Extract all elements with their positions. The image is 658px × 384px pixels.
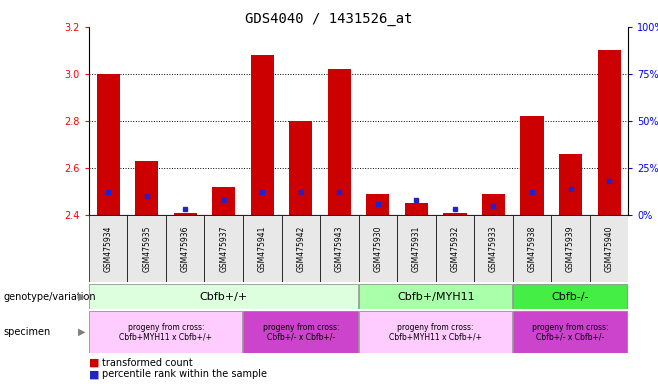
Bar — [520, 116, 544, 215]
Bar — [397, 215, 436, 282]
Text: GSM475933: GSM475933 — [489, 225, 498, 272]
Text: GSM475930: GSM475930 — [373, 225, 382, 272]
Bar — [97, 74, 120, 215]
Bar — [474, 215, 513, 282]
Bar — [443, 213, 467, 215]
Text: GSM475936: GSM475936 — [181, 225, 190, 272]
Text: Cbfb+/MYH11: Cbfb+/MYH11 — [397, 291, 474, 302]
Text: GSM475939: GSM475939 — [566, 225, 575, 272]
Text: ■: ■ — [89, 369, 99, 379]
Bar — [89, 311, 242, 353]
Text: Cbfb+/+: Cbfb+/+ — [199, 291, 248, 302]
Text: Cbfb-/-: Cbfb-/- — [552, 291, 590, 302]
Bar — [482, 194, 505, 215]
Text: GSM475940: GSM475940 — [605, 225, 614, 272]
Bar — [135, 161, 158, 215]
Text: specimen: specimen — [3, 327, 51, 337]
Bar — [205, 215, 243, 282]
Bar — [290, 121, 313, 215]
Text: GSM475931: GSM475931 — [412, 225, 421, 272]
Text: genotype/variation: genotype/variation — [3, 291, 96, 302]
Bar — [513, 284, 627, 309]
Bar — [328, 69, 351, 215]
Bar — [367, 194, 390, 215]
Text: GSM475932: GSM475932 — [451, 225, 459, 272]
Bar — [320, 215, 359, 282]
Text: progeny from cross:
Cbfb+MYH11 x Cbfb+/+: progeny from cross: Cbfb+MYH11 x Cbfb+/+ — [389, 323, 482, 342]
Text: progeny from cross:
Cbfb+MYH11 x Cbfb+/+: progeny from cross: Cbfb+MYH11 x Cbfb+/+ — [119, 323, 213, 342]
Bar — [359, 215, 397, 282]
Text: GSM475943: GSM475943 — [335, 225, 344, 272]
Text: ▶: ▶ — [78, 327, 85, 337]
Text: GDS4040 / 1431526_at: GDS4040 / 1431526_at — [245, 12, 413, 25]
Text: GSM475941: GSM475941 — [258, 225, 266, 272]
Bar — [128, 215, 166, 282]
Bar — [243, 215, 282, 282]
Text: GSM475935: GSM475935 — [142, 225, 151, 272]
Bar — [405, 203, 428, 215]
Text: GSM475942: GSM475942 — [296, 225, 305, 272]
Bar — [282, 215, 320, 282]
Bar — [551, 215, 590, 282]
Bar — [174, 213, 197, 215]
Bar — [590, 215, 628, 282]
Text: progeny from cross:
Cbfb+/- x Cbfb+/-: progeny from cross: Cbfb+/- x Cbfb+/- — [532, 323, 609, 342]
Text: ■: ■ — [89, 358, 99, 368]
Text: percentile rank within the sample: percentile rank within the sample — [102, 369, 267, 379]
Bar — [89, 284, 357, 309]
Bar — [359, 311, 512, 353]
Text: GSM475938: GSM475938 — [528, 225, 536, 272]
Text: GSM475934: GSM475934 — [103, 225, 113, 272]
Bar — [89, 215, 128, 282]
Text: GSM475937: GSM475937 — [219, 225, 228, 272]
Bar — [166, 215, 205, 282]
Bar — [243, 311, 357, 353]
Bar — [436, 215, 474, 282]
Bar — [559, 154, 582, 215]
Text: transformed count: transformed count — [102, 358, 193, 368]
Bar — [597, 50, 620, 215]
Bar — [513, 311, 627, 353]
Bar — [212, 187, 236, 215]
Bar — [513, 215, 551, 282]
Bar — [251, 55, 274, 215]
Bar — [359, 284, 512, 309]
Text: progeny from cross:
Cbfb+/- x Cbfb+/-: progeny from cross: Cbfb+/- x Cbfb+/- — [263, 323, 339, 342]
Text: ▶: ▶ — [78, 291, 85, 302]
